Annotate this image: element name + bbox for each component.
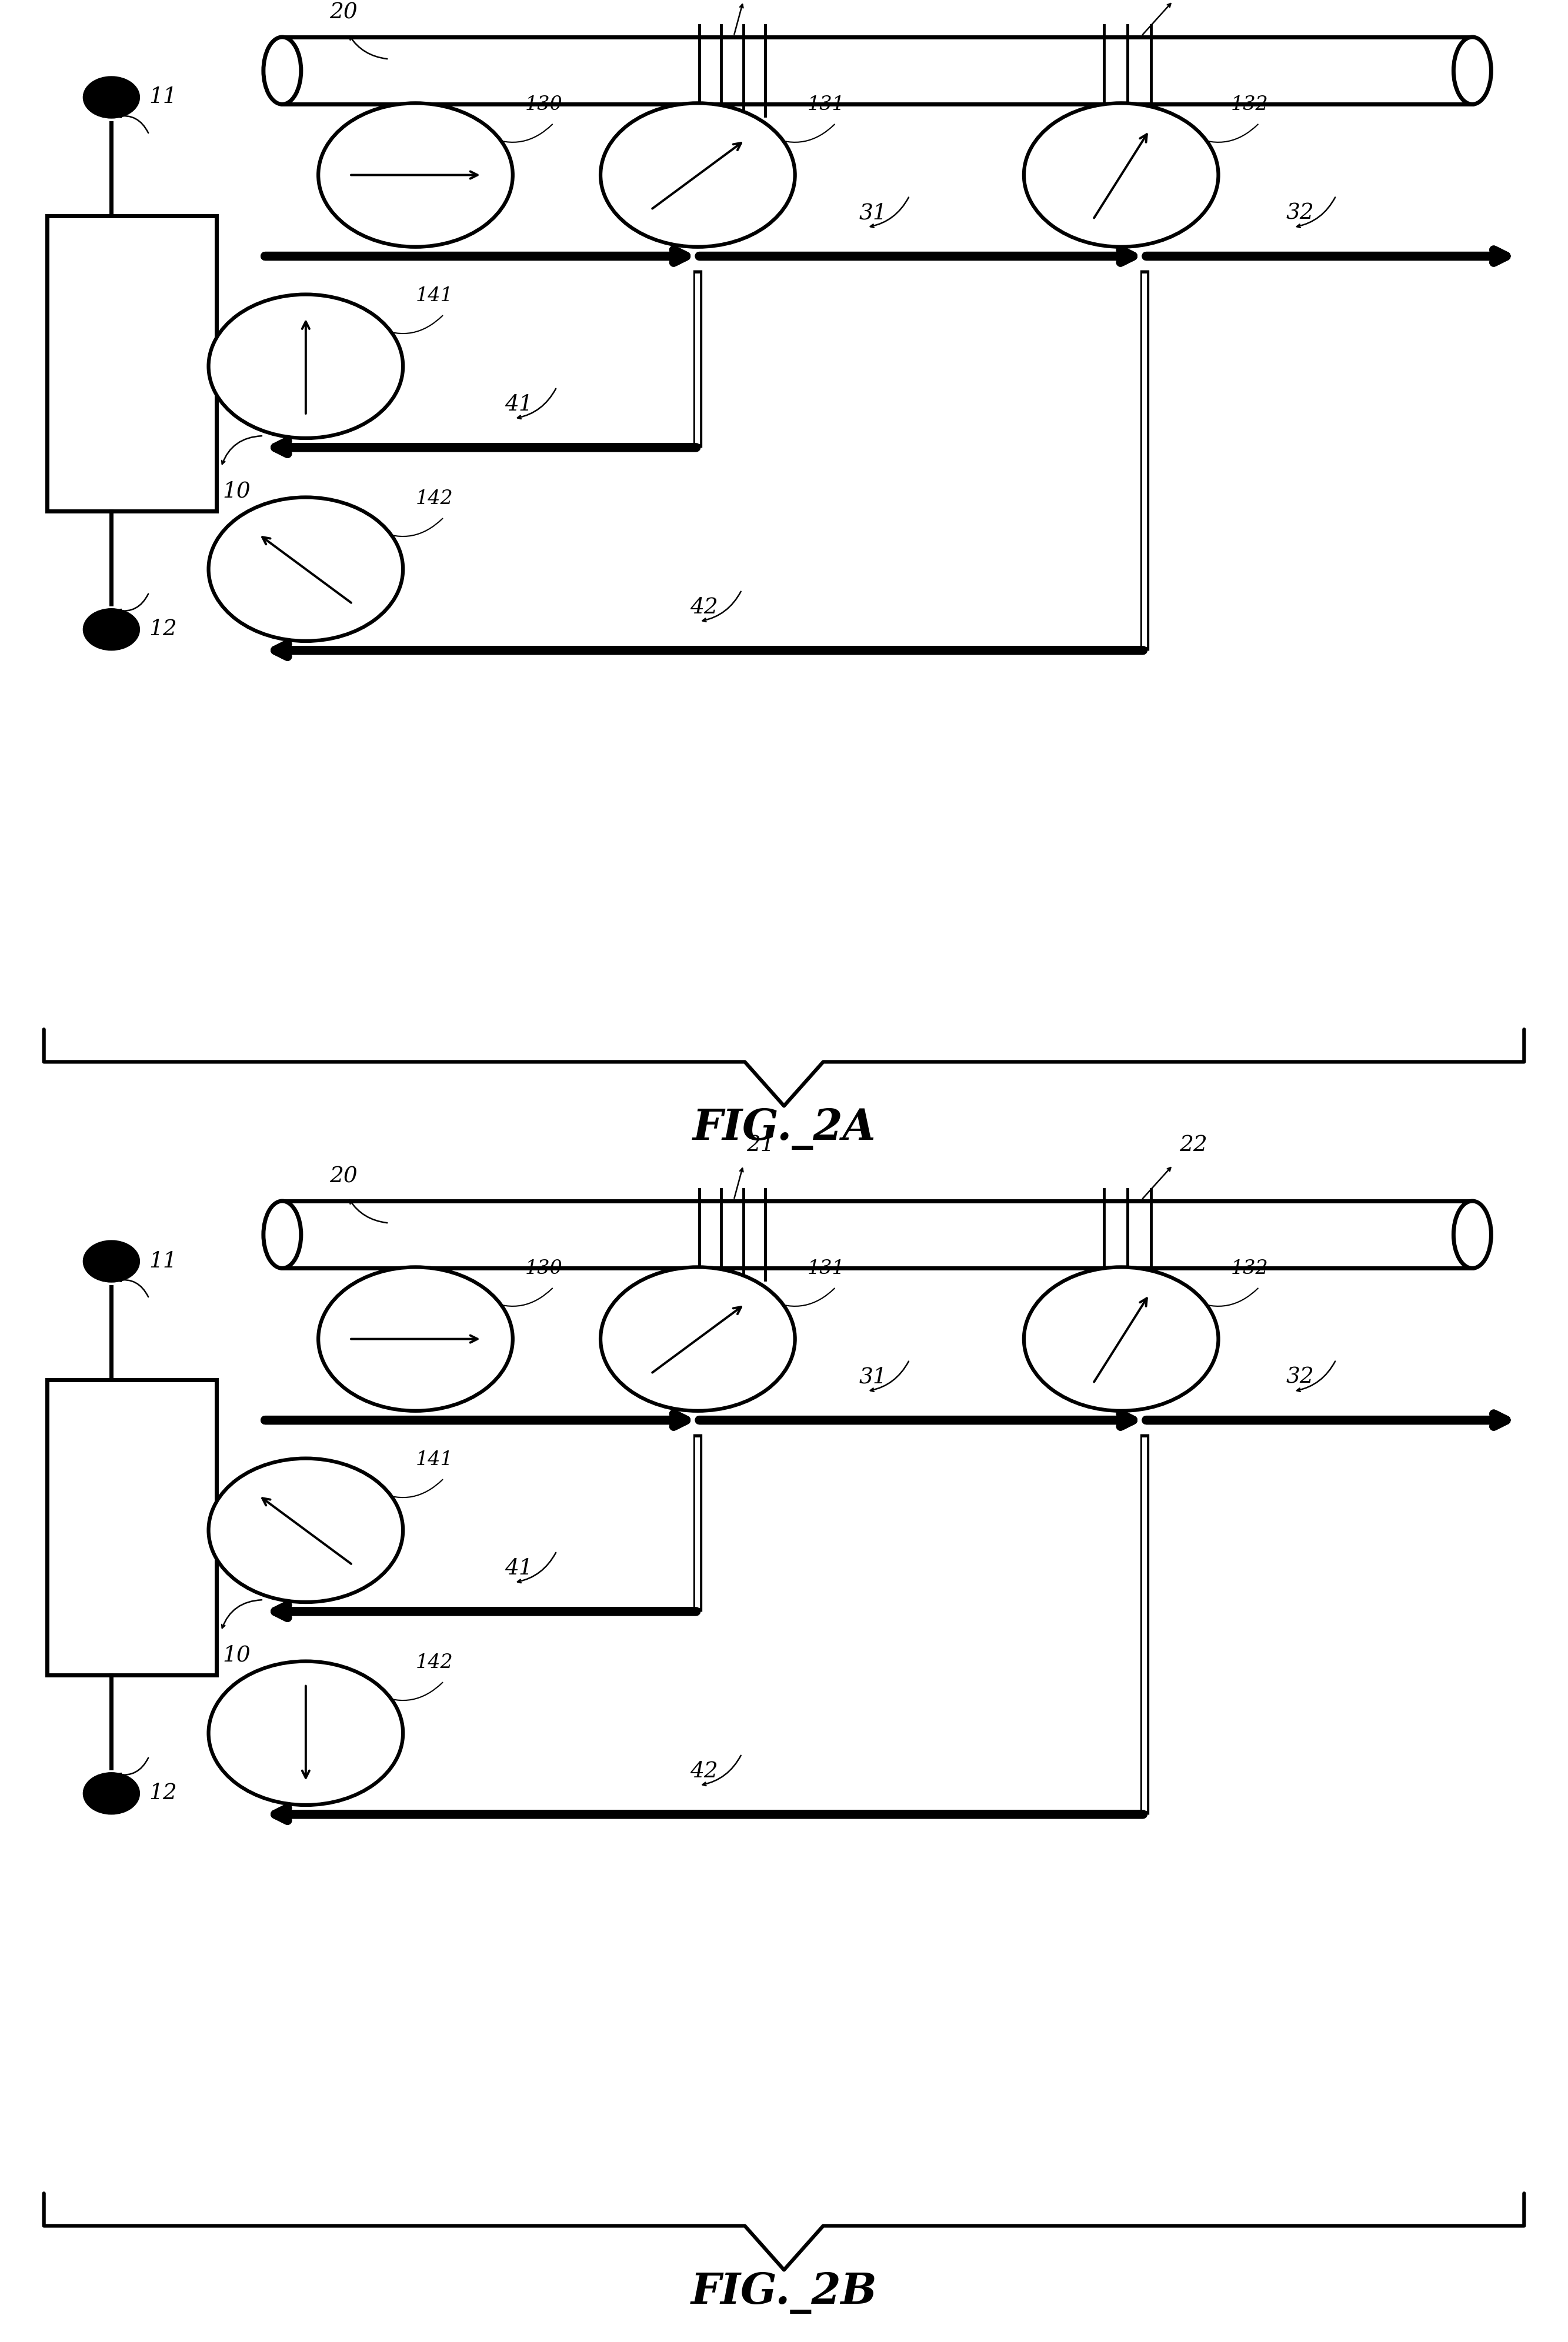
Text: 32: 32 [1286, 204, 1314, 225]
Text: 41: 41 [505, 393, 533, 415]
Text: 30: 30 [423, 1368, 452, 1389]
Bar [282, 1201, 1472, 1269]
Circle shape [83, 1241, 140, 1281]
Text: 142: 142 [416, 489, 453, 508]
Ellipse shape [1454, 1201, 1491, 1269]
Circle shape [209, 497, 403, 642]
Text: 141: 141 [416, 286, 453, 304]
Ellipse shape [263, 1201, 301, 1269]
Text: 141: 141 [416, 1450, 453, 1468]
Bar [47, 1379, 216, 1675]
Circle shape [1024, 1267, 1218, 1410]
Circle shape [601, 1267, 795, 1410]
Bar [282, 37, 1472, 105]
Text: 11: 11 [149, 1251, 177, 1272]
Ellipse shape [263, 37, 301, 105]
Text: 12: 12 [149, 618, 177, 639]
Bar [47, 215, 216, 511]
Circle shape [601, 103, 795, 246]
Circle shape [209, 1660, 403, 1806]
Text: 10: 10 [223, 480, 251, 501]
Text: 130: 130 [525, 1260, 563, 1279]
Circle shape [318, 1267, 513, 1410]
Text: 32: 32 [1286, 1368, 1314, 1389]
Circle shape [209, 1459, 403, 1602]
Text: 132: 132 [1231, 1260, 1269, 1279]
Circle shape [318, 103, 513, 246]
Circle shape [83, 77, 140, 117]
Text: 20: 20 [329, 2, 358, 23]
Text: 30: 30 [423, 204, 452, 225]
Circle shape [83, 1773, 140, 1815]
Text: 42: 42 [690, 1761, 718, 1782]
Ellipse shape [1454, 37, 1491, 105]
Text: 31: 31 [859, 204, 887, 225]
Text: 132: 132 [1231, 96, 1269, 115]
Circle shape [83, 609, 140, 651]
Text: 42: 42 [690, 597, 718, 618]
Text: 41: 41 [505, 1557, 533, 1579]
Text: FIG._2B: FIG._2B [691, 2272, 877, 2314]
Circle shape [1024, 103, 1218, 246]
Circle shape [209, 295, 403, 438]
Text: 12: 12 [149, 1782, 177, 1803]
Text: 11: 11 [149, 87, 177, 108]
Text: 142: 142 [416, 1653, 453, 1672]
Text: FIG._2A: FIG._2A [693, 1108, 875, 1150]
Text: 21: 21 [746, 1136, 775, 1157]
Text: 131: 131 [808, 96, 845, 115]
Text: 31: 31 [859, 1368, 887, 1389]
Text: 10: 10 [223, 1644, 251, 1665]
Text: 20: 20 [329, 1166, 358, 1187]
Text: 22: 22 [1179, 1136, 1207, 1157]
Text: 130: 130 [525, 96, 563, 115]
Text: 131: 131 [808, 1260, 845, 1279]
